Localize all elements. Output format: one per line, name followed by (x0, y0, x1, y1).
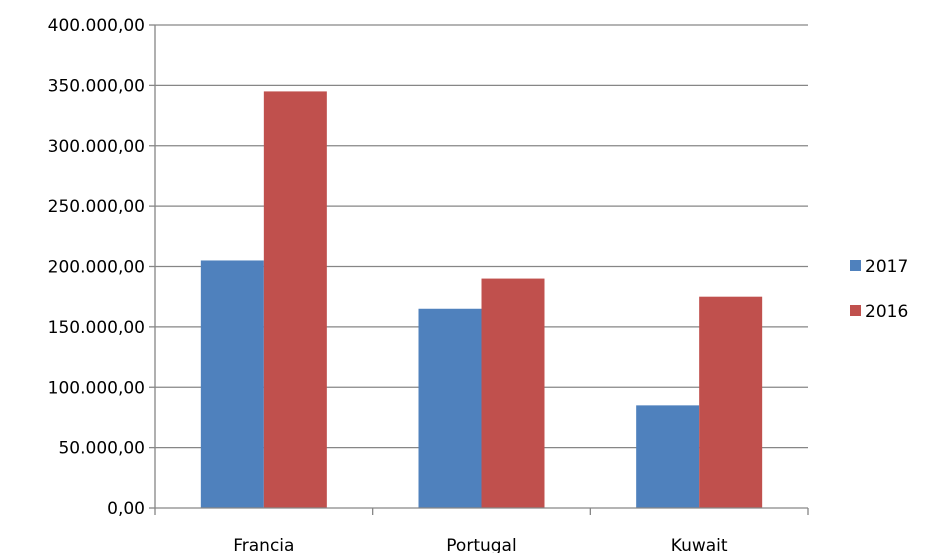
bar-kuwait-2016 (699, 296, 763, 508)
y-tick-label: 200.000,00 (48, 258, 145, 278)
y-tick-label: 0,00 (107, 499, 145, 519)
bar-portugal-2017 (418, 308, 482, 508)
legend-label: 2017 (865, 257, 908, 277)
bar-kuwait-2017 (636, 405, 700, 508)
bars (200, 91, 763, 508)
x-category-label: Kuwait (671, 536, 728, 553)
legend-swatch-2016 (850, 305, 861, 316)
y-tick-label: 350.000,00 (48, 76, 145, 96)
x-axis-category-labels: Francia Portugal Kuwait (233, 536, 728, 553)
y-tick-label: 250.000,00 (48, 197, 145, 217)
y-tick-label: 100.000,00 (48, 378, 145, 398)
x-category-label: Portugal (446, 536, 516, 553)
legend: 2017 2016 (850, 257, 908, 322)
y-axis-tick-labels: 0,00 50.000,00 100.000,00 150.000,00 200.000… (48, 16, 145, 519)
bar-francia-2016 (263, 91, 327, 508)
bar-portugal-2016 (481, 278, 545, 508)
bar-francia-2017 (200, 260, 264, 508)
x-category-label: Francia (233, 536, 294, 553)
legend-label: 2016 (865, 302, 908, 322)
legend-swatch-2017 (850, 260, 861, 271)
y-tick-label: 300.000,00 (48, 137, 145, 157)
y-tick-label: 400.000,00 (48, 16, 145, 36)
axes (154, 25, 809, 515)
y-tick-label: 150.000,00 (48, 318, 145, 338)
y-tick-label: 50.000,00 (58, 439, 145, 459)
